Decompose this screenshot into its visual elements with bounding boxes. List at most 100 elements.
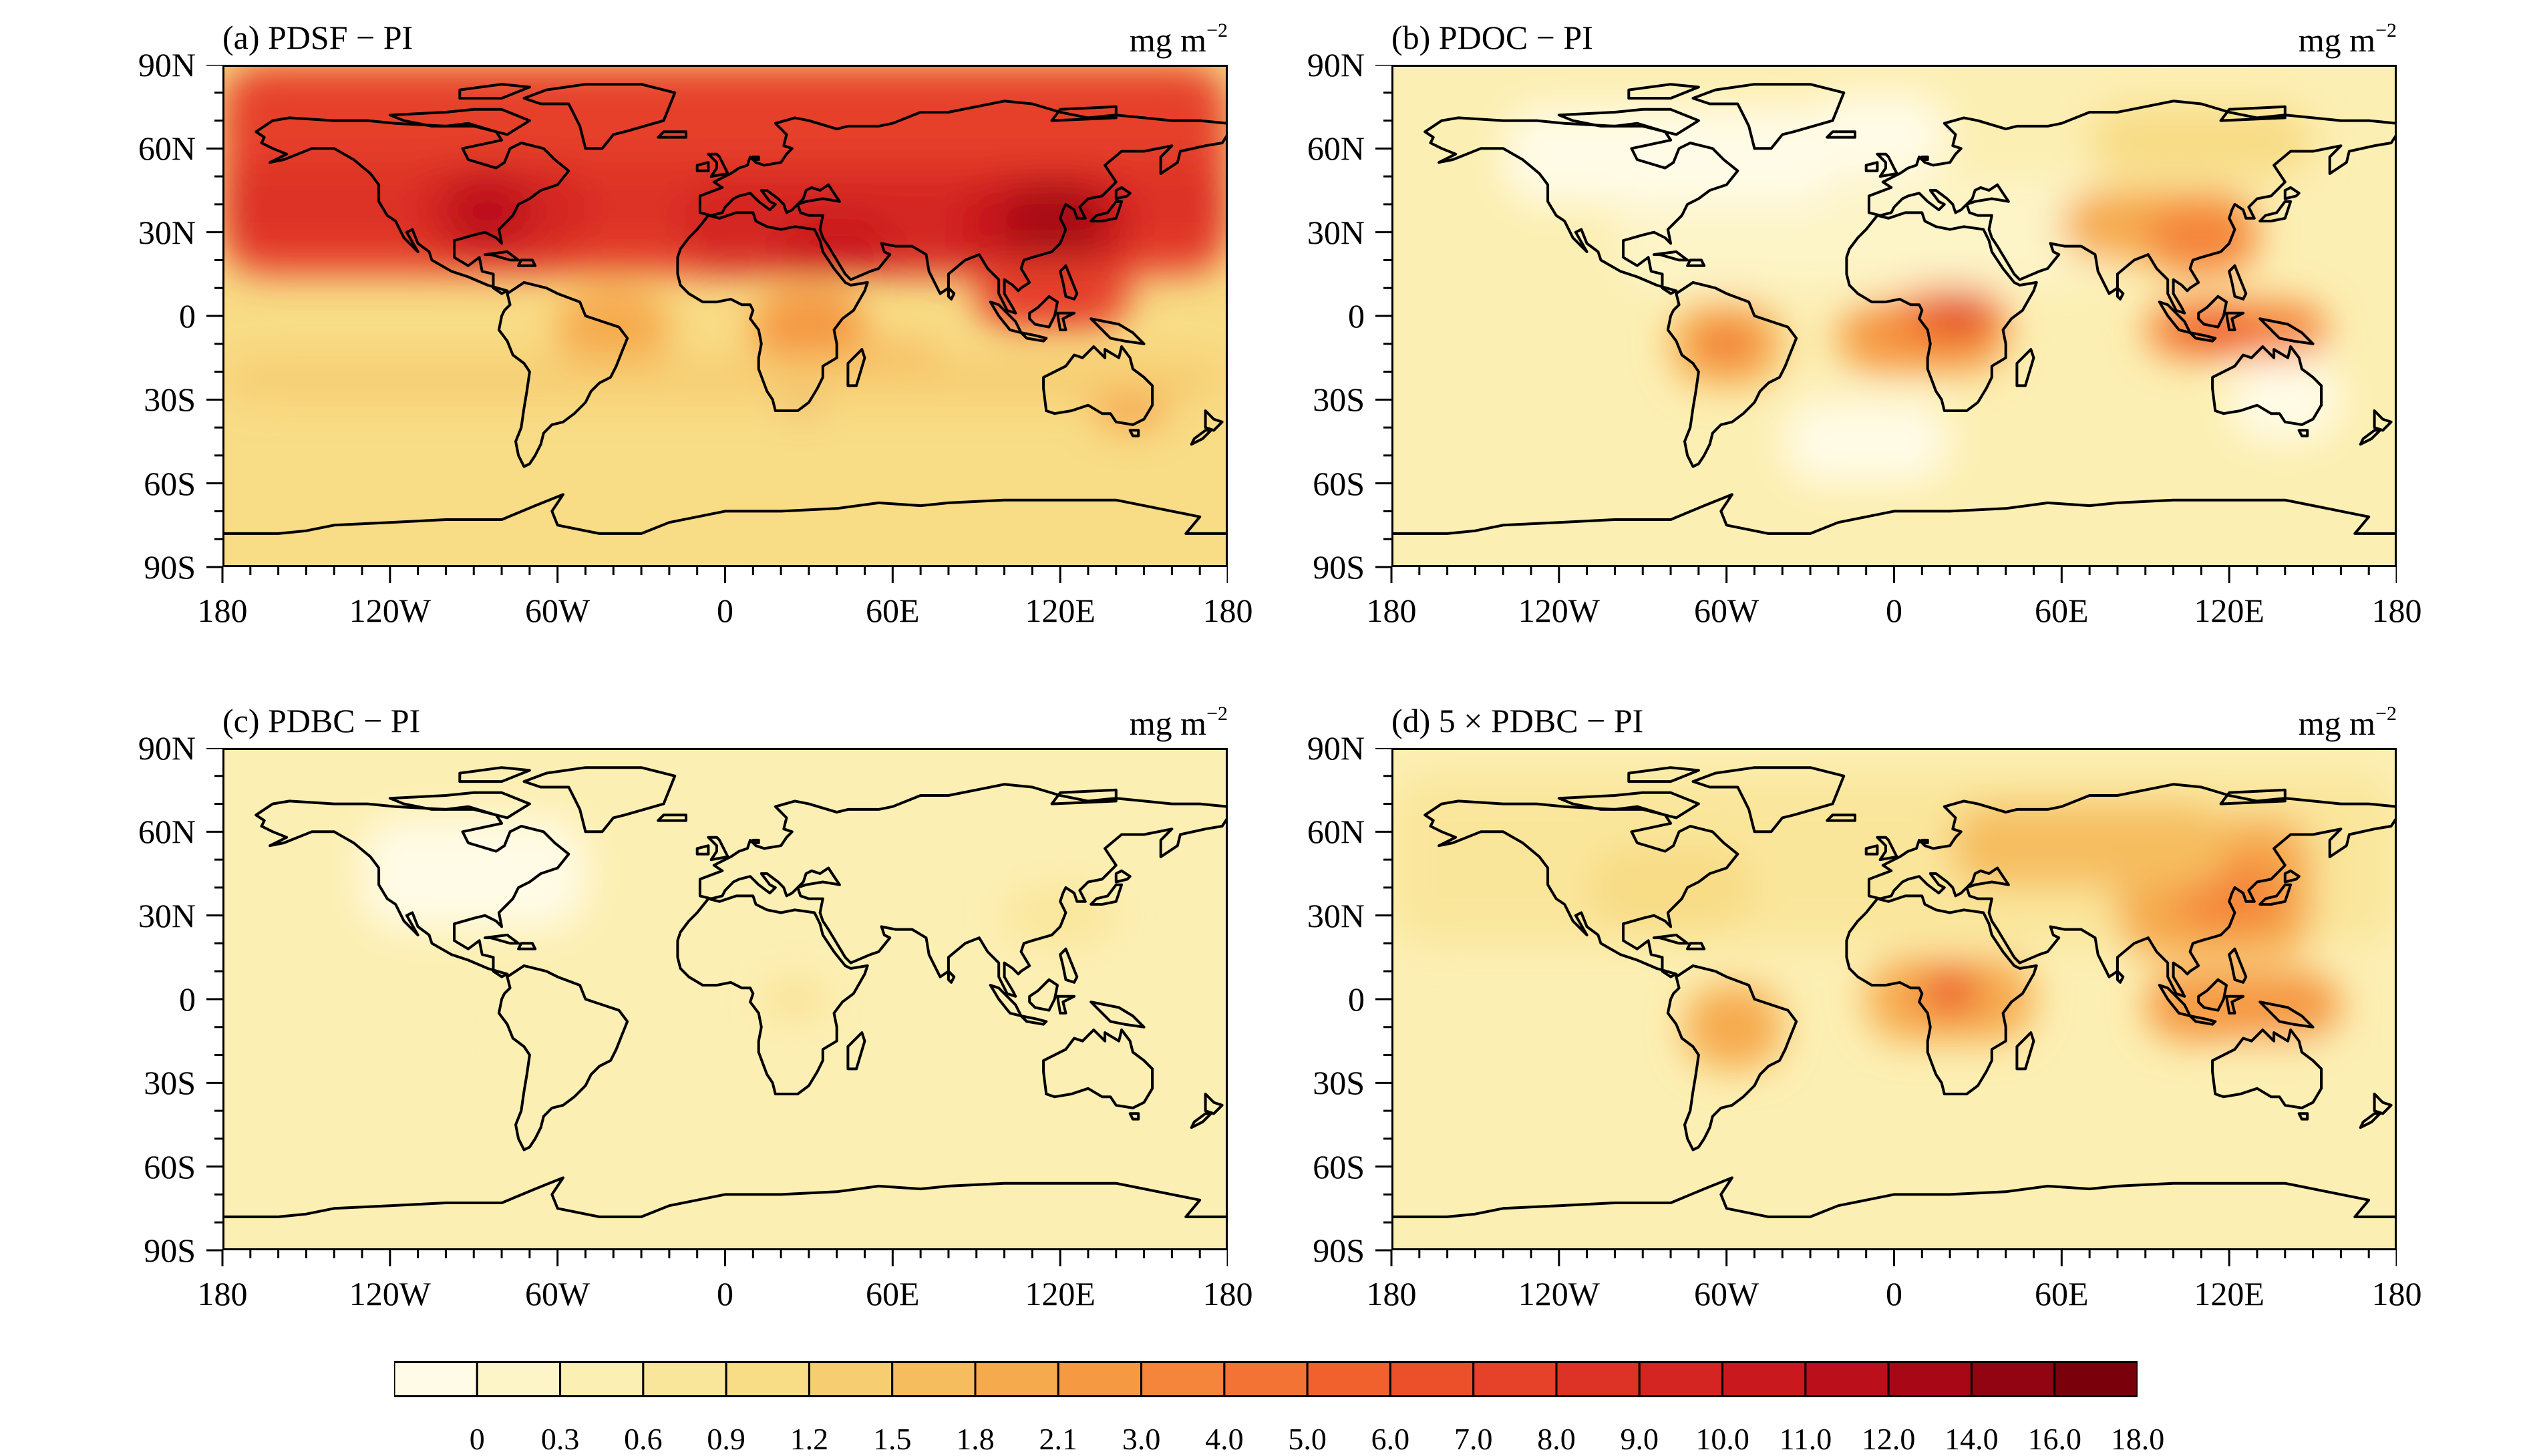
panel-unit: mg m−2 bbox=[2196, 21, 2397, 57]
colorbar-level-label: 3.0 bbox=[1122, 1422, 1161, 1456]
lat-tick-label: 90S bbox=[1313, 1232, 1365, 1269]
field-region bbox=[2229, 1041, 2341, 1111]
coastlines bbox=[222, 766, 1228, 1250]
coastline bbox=[1557, 791, 1700, 820]
tick-marks bbox=[206, 748, 1228, 1266]
coastline bbox=[2283, 869, 2301, 884]
coastline bbox=[522, 766, 677, 834]
field-region bbox=[516, 999, 614, 1069]
unit-text: mg m bbox=[1129, 705, 1207, 742]
lat-tick-label: 30S bbox=[1313, 381, 1365, 419]
coastline bbox=[1864, 844, 1879, 856]
map-area bbox=[222, 748, 1228, 1250]
coastline bbox=[1686, 942, 1706, 950]
tick-marks bbox=[206, 65, 1228, 583]
lon-tick-label: 120W bbox=[349, 592, 431, 629]
field-region bbox=[1936, 302, 1978, 330]
colorbar-level-label: 1.8 bbox=[956, 1422, 995, 1456]
lat-tick-label: 60S bbox=[144, 464, 196, 502]
coastline bbox=[2359, 429, 2381, 446]
lat-tick-label: 0 bbox=[179, 980, 196, 1018]
coastline bbox=[2373, 1093, 2393, 1115]
coastlines bbox=[222, 83, 1228, 567]
unit-exponent: −2 bbox=[2375, 703, 2397, 725]
coastline bbox=[1019, 331, 1048, 343]
coastline bbox=[2116, 287, 2125, 301]
map-svg bbox=[1391, 65, 2397, 567]
field-region bbox=[1810, 92, 1951, 177]
colorbar-level-label: 9.0 bbox=[1620, 1422, 1659, 1456]
lon-tick-label: 180 bbox=[1366, 1275, 1417, 1312]
lat-tick-label: 30S bbox=[144, 381, 196, 419]
field-layer bbox=[362, 817, 1116, 1069]
coastline bbox=[2188, 1015, 2217, 1026]
field-region bbox=[1503, 106, 1838, 204]
lat-tick-label: 60S bbox=[144, 1147, 196, 1186]
colorbar-swatch bbox=[559, 1361, 645, 1397]
coastline bbox=[1691, 83, 1846, 150]
coastline bbox=[1391, 493, 2397, 567]
coastline bbox=[751, 838, 760, 844]
colorbar-swatch bbox=[393, 1361, 478, 1397]
coastline bbox=[657, 130, 687, 139]
colorbar-level-label: 14.0 bbox=[1945, 1422, 1999, 1456]
lon-tick-label: 60E bbox=[2035, 592, 2089, 629]
colorbar-level-label: 18.0 bbox=[2110, 1422, 2165, 1456]
coastline bbox=[1089, 883, 1124, 906]
coastline bbox=[2225, 994, 2245, 1015]
colorbar-swatch bbox=[1223, 1361, 1309, 1397]
field-region bbox=[1685, 985, 1783, 1069]
coastline bbox=[1190, 1112, 1212, 1129]
lat-tick-label: 30S bbox=[1313, 1064, 1365, 1102]
coastline bbox=[947, 287, 956, 301]
colorbar-swatch bbox=[642, 1361, 727, 1397]
lat-tick-label: 0 bbox=[1348, 980, 1365, 1018]
coastline bbox=[1826, 130, 1856, 139]
coastline bbox=[517, 258, 537, 267]
coastline bbox=[1920, 155, 1929, 161]
coastline bbox=[751, 155, 760, 161]
coastline bbox=[2219, 788, 2287, 805]
field-region bbox=[1698, 329, 1755, 358]
field-region bbox=[1004, 182, 1102, 266]
colorbar-swatch bbox=[891, 1361, 977, 1397]
coastline bbox=[695, 844, 710, 856]
colorbar-level-label: 0.9 bbox=[707, 1422, 745, 1456]
colorbar-swatches bbox=[393, 1361, 2139, 1397]
colorbar-level-label: 1.5 bbox=[872, 1422, 912, 1456]
colorbar-swatch bbox=[1887, 1361, 1973, 1397]
coastline bbox=[222, 1176, 1228, 1250]
field-region bbox=[2145, 204, 2257, 275]
coastline bbox=[2188, 331, 2217, 343]
colorbar-swatch bbox=[1306, 1361, 1391, 1397]
coastline bbox=[497, 964, 629, 1151]
colorbar bbox=[393, 1361, 2139, 1397]
coastline bbox=[1845, 894, 2038, 1095]
lat-tick-label: 60N bbox=[138, 130, 196, 168]
coastline bbox=[1059, 264, 1079, 301]
coastline bbox=[2015, 348, 2035, 387]
coastline bbox=[1019, 1015, 1048, 1026]
lat-tick-label: 60S bbox=[1313, 1147, 1365, 1186]
coastline bbox=[657, 813, 687, 822]
lon-tick-label: 0 bbox=[717, 592, 733, 629]
coastline bbox=[2258, 1000, 2315, 1029]
unit-exponent: −2 bbox=[2375, 19, 2397, 41]
coastline bbox=[1920, 838, 1929, 844]
coastline bbox=[1691, 766, 1846, 834]
coastline bbox=[2211, 345, 2323, 426]
coastline bbox=[2211, 1029, 2323, 1109]
colorbar-swatch bbox=[1389, 1361, 1475, 1397]
lat-tick-label: 30N bbox=[138, 213, 196, 251]
map-area bbox=[1391, 748, 2397, 1250]
coastline bbox=[2116, 970, 2125, 984]
coastline bbox=[2258, 200, 2293, 222]
unit-exponent: −2 bbox=[1206, 19, 1228, 41]
coastline bbox=[2359, 1112, 2381, 1129]
coastline bbox=[1128, 429, 1140, 437]
coastline bbox=[222, 493, 1228, 567]
field-layer bbox=[1503, 92, 2341, 484]
field-region bbox=[2089, 106, 2313, 177]
colorbar-swatch bbox=[974, 1361, 1059, 1397]
colorbar-level-label: 10.0 bbox=[1695, 1422, 1749, 1456]
